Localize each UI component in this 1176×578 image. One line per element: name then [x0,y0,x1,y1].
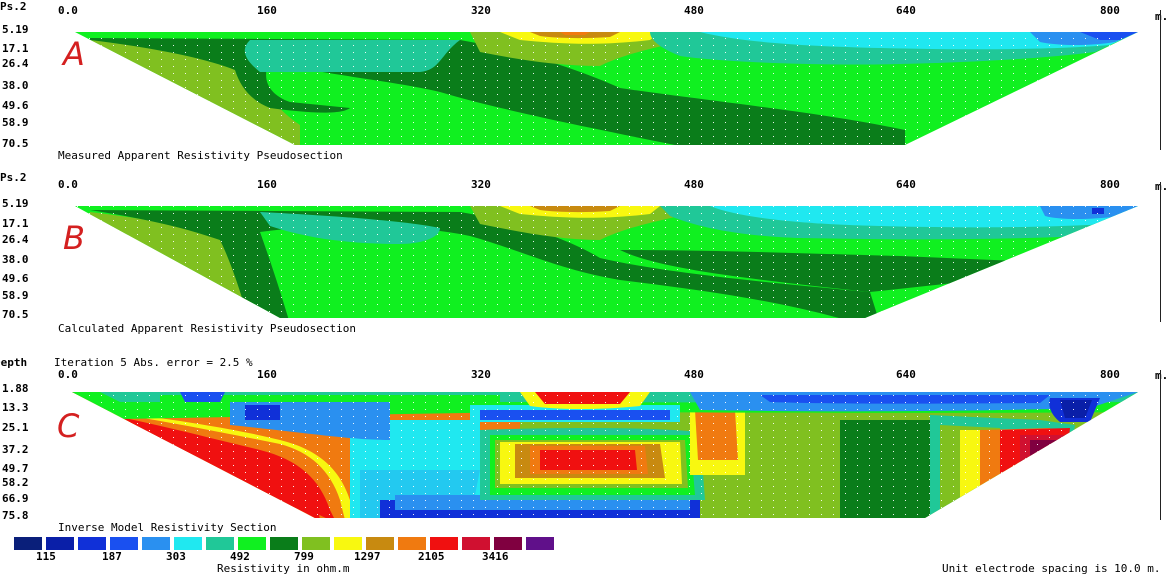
panel-a-letter: A [63,35,85,73]
legend-swatch [462,537,490,550]
panel-c-depth-label: 66.9 [2,492,29,505]
panel-c-depth-label: 25.1 [2,421,29,434]
panel-a-x-tick: 0.0 [58,4,78,17]
legend-tick-label: 3416 [482,550,509,563]
legend-swatch [334,537,362,550]
panel-a-depth-label: 49.6 [2,99,29,112]
panel-c-x-tick: 0.0 [58,368,78,381]
panel-b-caption: Calculated Apparent Resistivity Pseudose… [58,322,357,335]
legend-swatch [398,537,426,550]
panel-b-letter: B [63,219,85,257]
legend-swatch [206,537,234,550]
legend-swatch [78,537,106,550]
legend-tick-label: 799 [294,550,314,563]
panel-b-x-tick: 800 [1100,178,1120,191]
panel-a-caption: Measured Apparent Resistivity Pseudosect… [58,149,343,162]
panel-c-letter: C [57,407,80,445]
legend-swatch [142,537,170,550]
legend-swatch [174,537,202,550]
panel-a-corner-label: Ps.2 [0,0,27,13]
electrode-spacing-note: Unit electrode spacing is 10.0 m. [942,562,1161,575]
panel-b-depth-label: 5.19 [2,197,29,210]
legend-swatch [14,537,42,550]
panel-c-x-tick: 640 [896,368,916,381]
panel-b-depth-label: 17.1 [2,217,29,230]
panel-c-corner-label: Depth [0,356,28,369]
right-border-c [1160,370,1161,520]
legend-swatch [494,537,522,550]
legend-tick-label: 187 [102,550,122,563]
right-border-b [1160,182,1161,322]
legend-swatch [238,537,266,550]
legend-swatch [46,537,74,550]
panel-c-depth-label: 13.3 [2,401,29,414]
panel-b-depth-label: 58.9 [2,289,29,302]
panel-c-depth-label: 37.2 [2,443,29,456]
section-c-map [72,392,1138,518]
legend-swatch [302,537,330,550]
panel-a-depth-label: 58.9 [2,116,29,129]
legend-swatch [110,537,138,550]
panel-c-depth-label: 49.7 [2,462,29,475]
legend-swatch [366,537,394,550]
panel-c-caption: Inverse Model Resistivity Section [58,521,277,534]
panel-a-depth-label: 70.5 [2,137,29,150]
legend-tick-label: 2105 [418,550,445,563]
panel-b-depth-label: 49.6 [2,272,29,285]
panel-a-depth-label: 5.19 [2,23,29,36]
legend-swatch [430,537,458,550]
panel-b-x-unit: m. [1155,180,1169,193]
panel-b-x-tick: 480 [684,178,704,191]
panel-b-depth-label: 70.5 [2,308,29,321]
section-a-map [75,32,1138,145]
panel-a-x-tick: 640 [896,4,916,17]
panel-c-depth-label: 58.2 [2,476,29,489]
panel-c-header-note: Iteration 5 Abs. error = 2.5 % [54,356,253,369]
section-b-map [75,206,1138,318]
panel-b-depth-label: 38.0 [2,253,29,266]
panel-c-depth-label: 75.8 [2,509,29,522]
legend-tick-label: 303 [166,550,186,563]
panel-c-x-tick: 320 [471,368,491,381]
panel-b-x-tick: 0.0 [58,178,78,191]
panel-b-depth-label: 26.4 [2,233,29,246]
panel-a-depth-label: 38.0 [2,79,29,92]
legend-swatch [270,537,298,550]
panel-b-x-tick: 160 [257,178,277,191]
right-border-a [1160,10,1161,150]
panel-c-depth-label: 1.88 [2,382,29,395]
panel-a-x-tick: 160 [257,4,277,17]
panel-c-x-tick: 800 [1100,368,1120,381]
panel-a-depth-label: 17.1 [2,42,29,55]
legend-swatch [526,537,554,550]
legend-title: Resistivity in ohm.m [217,562,350,575]
panel-a-x-tick: 480 [684,4,704,17]
panel-c-x-unit: m. [1155,369,1169,382]
panel-b-x-tick: 320 [471,178,491,191]
panel-a-x-tick: 800 [1100,4,1120,17]
panel-a-depth-label: 26.4 [2,57,29,70]
panel-b-x-tick: 640 [896,178,916,191]
panel-c-x-tick: 160 [257,368,277,381]
panel-a-x-unit: m. [1155,10,1169,23]
panel-a-x-tick: 320 [471,4,491,17]
legend-tick-label: 115 [36,550,56,563]
legend-tick-label: 492 [230,550,250,563]
panel-c-x-tick: 480 [684,368,704,381]
panel-b-corner-label: Ps.2 [0,171,27,184]
legend-tick-label: 1297 [354,550,381,563]
